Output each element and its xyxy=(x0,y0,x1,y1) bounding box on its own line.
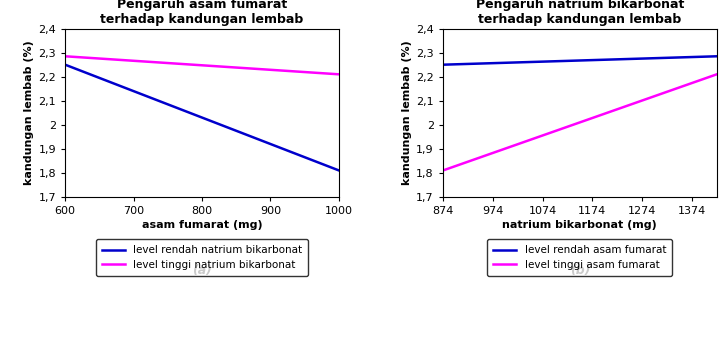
Text: (b): (b) xyxy=(570,264,590,277)
Y-axis label: kandungan lembab (%): kandungan lembab (%) xyxy=(402,40,412,185)
Legend: level rendah asam fumarat, level tinggi asam fumarat: level rendah asam fumarat, level tinggi … xyxy=(487,239,673,276)
Text: (a): (a) xyxy=(192,264,212,277)
Title: Pengaruh asam fumarat
terhadap kandungan lembab: Pengaruh asam fumarat terhadap kandungan… xyxy=(101,0,303,26)
X-axis label: natrium bikarbonat (mg): natrium bikarbonat (mg) xyxy=(502,220,657,230)
X-axis label: asam fumarat (mg): asam fumarat (mg) xyxy=(142,220,262,230)
Y-axis label: kandungan lembab (%): kandungan lembab (%) xyxy=(24,40,34,185)
Legend: level rendah natrium bikarbonat, level tinggi natrium bikarbonat: level rendah natrium bikarbonat, level t… xyxy=(96,239,308,276)
Title: Pengaruh natrium bikarbonat
terhadap kandungan lembab: Pengaruh natrium bikarbonat terhadap kan… xyxy=(476,0,684,26)
